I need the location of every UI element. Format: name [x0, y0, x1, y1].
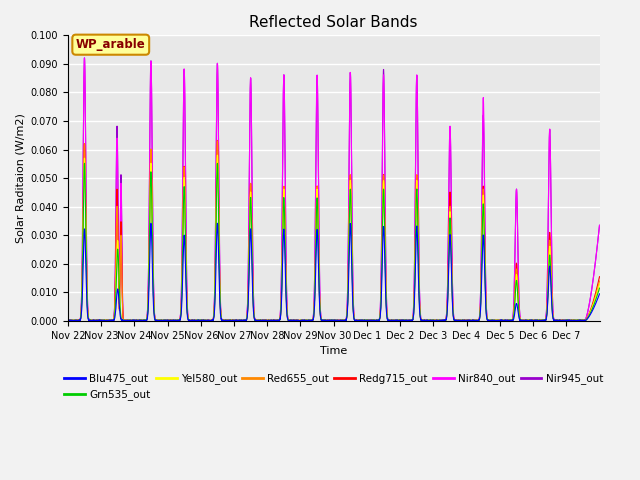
Y-axis label: Solar Raditaion (W/m2): Solar Raditaion (W/m2) [15, 113, 25, 243]
X-axis label: Time: Time [320, 346, 348, 356]
Title: Reflected Solar Bands: Reflected Solar Bands [250, 15, 418, 30]
Legend: Blu475_out, Grn535_out, Yel580_out, Red655_out, Redg715_out, Nir840_out, Nir945_: Blu475_out, Grn535_out, Yel580_out, Red6… [60, 369, 607, 405]
Text: WP_arable: WP_arable [76, 38, 146, 51]
